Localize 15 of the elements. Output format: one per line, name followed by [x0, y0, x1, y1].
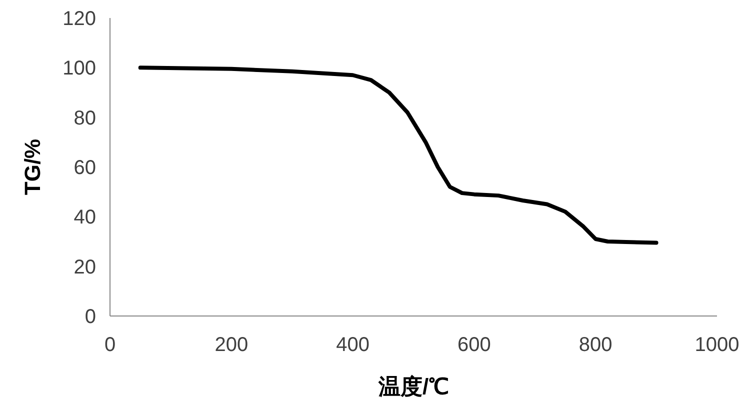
y-axis-title: TG/%	[20, 138, 45, 196]
x-axis-title: 温度/℃	[377, 374, 449, 399]
y-tick-label: 120	[62, 8, 96, 30]
x-tick-label: 0	[104, 334, 116, 356]
y-tick-label: 40	[74, 206, 96, 229]
y-tick-label: 80	[74, 107, 96, 130]
x-tick-label: 400	[336, 334, 370, 356]
x-tick-label: 200	[214, 334, 248, 356]
x-tick-label: 1000	[694, 334, 740, 356]
y-tick-label: 100	[62, 58, 96, 80]
y-tick-label: 0	[84, 306, 96, 328]
x-tick-label: 600	[458, 334, 491, 356]
y-tick-label: 60	[74, 157, 96, 179]
x-tick-label: 800	[578, 334, 612, 356]
y-tick-label: 20	[74, 256, 96, 278]
